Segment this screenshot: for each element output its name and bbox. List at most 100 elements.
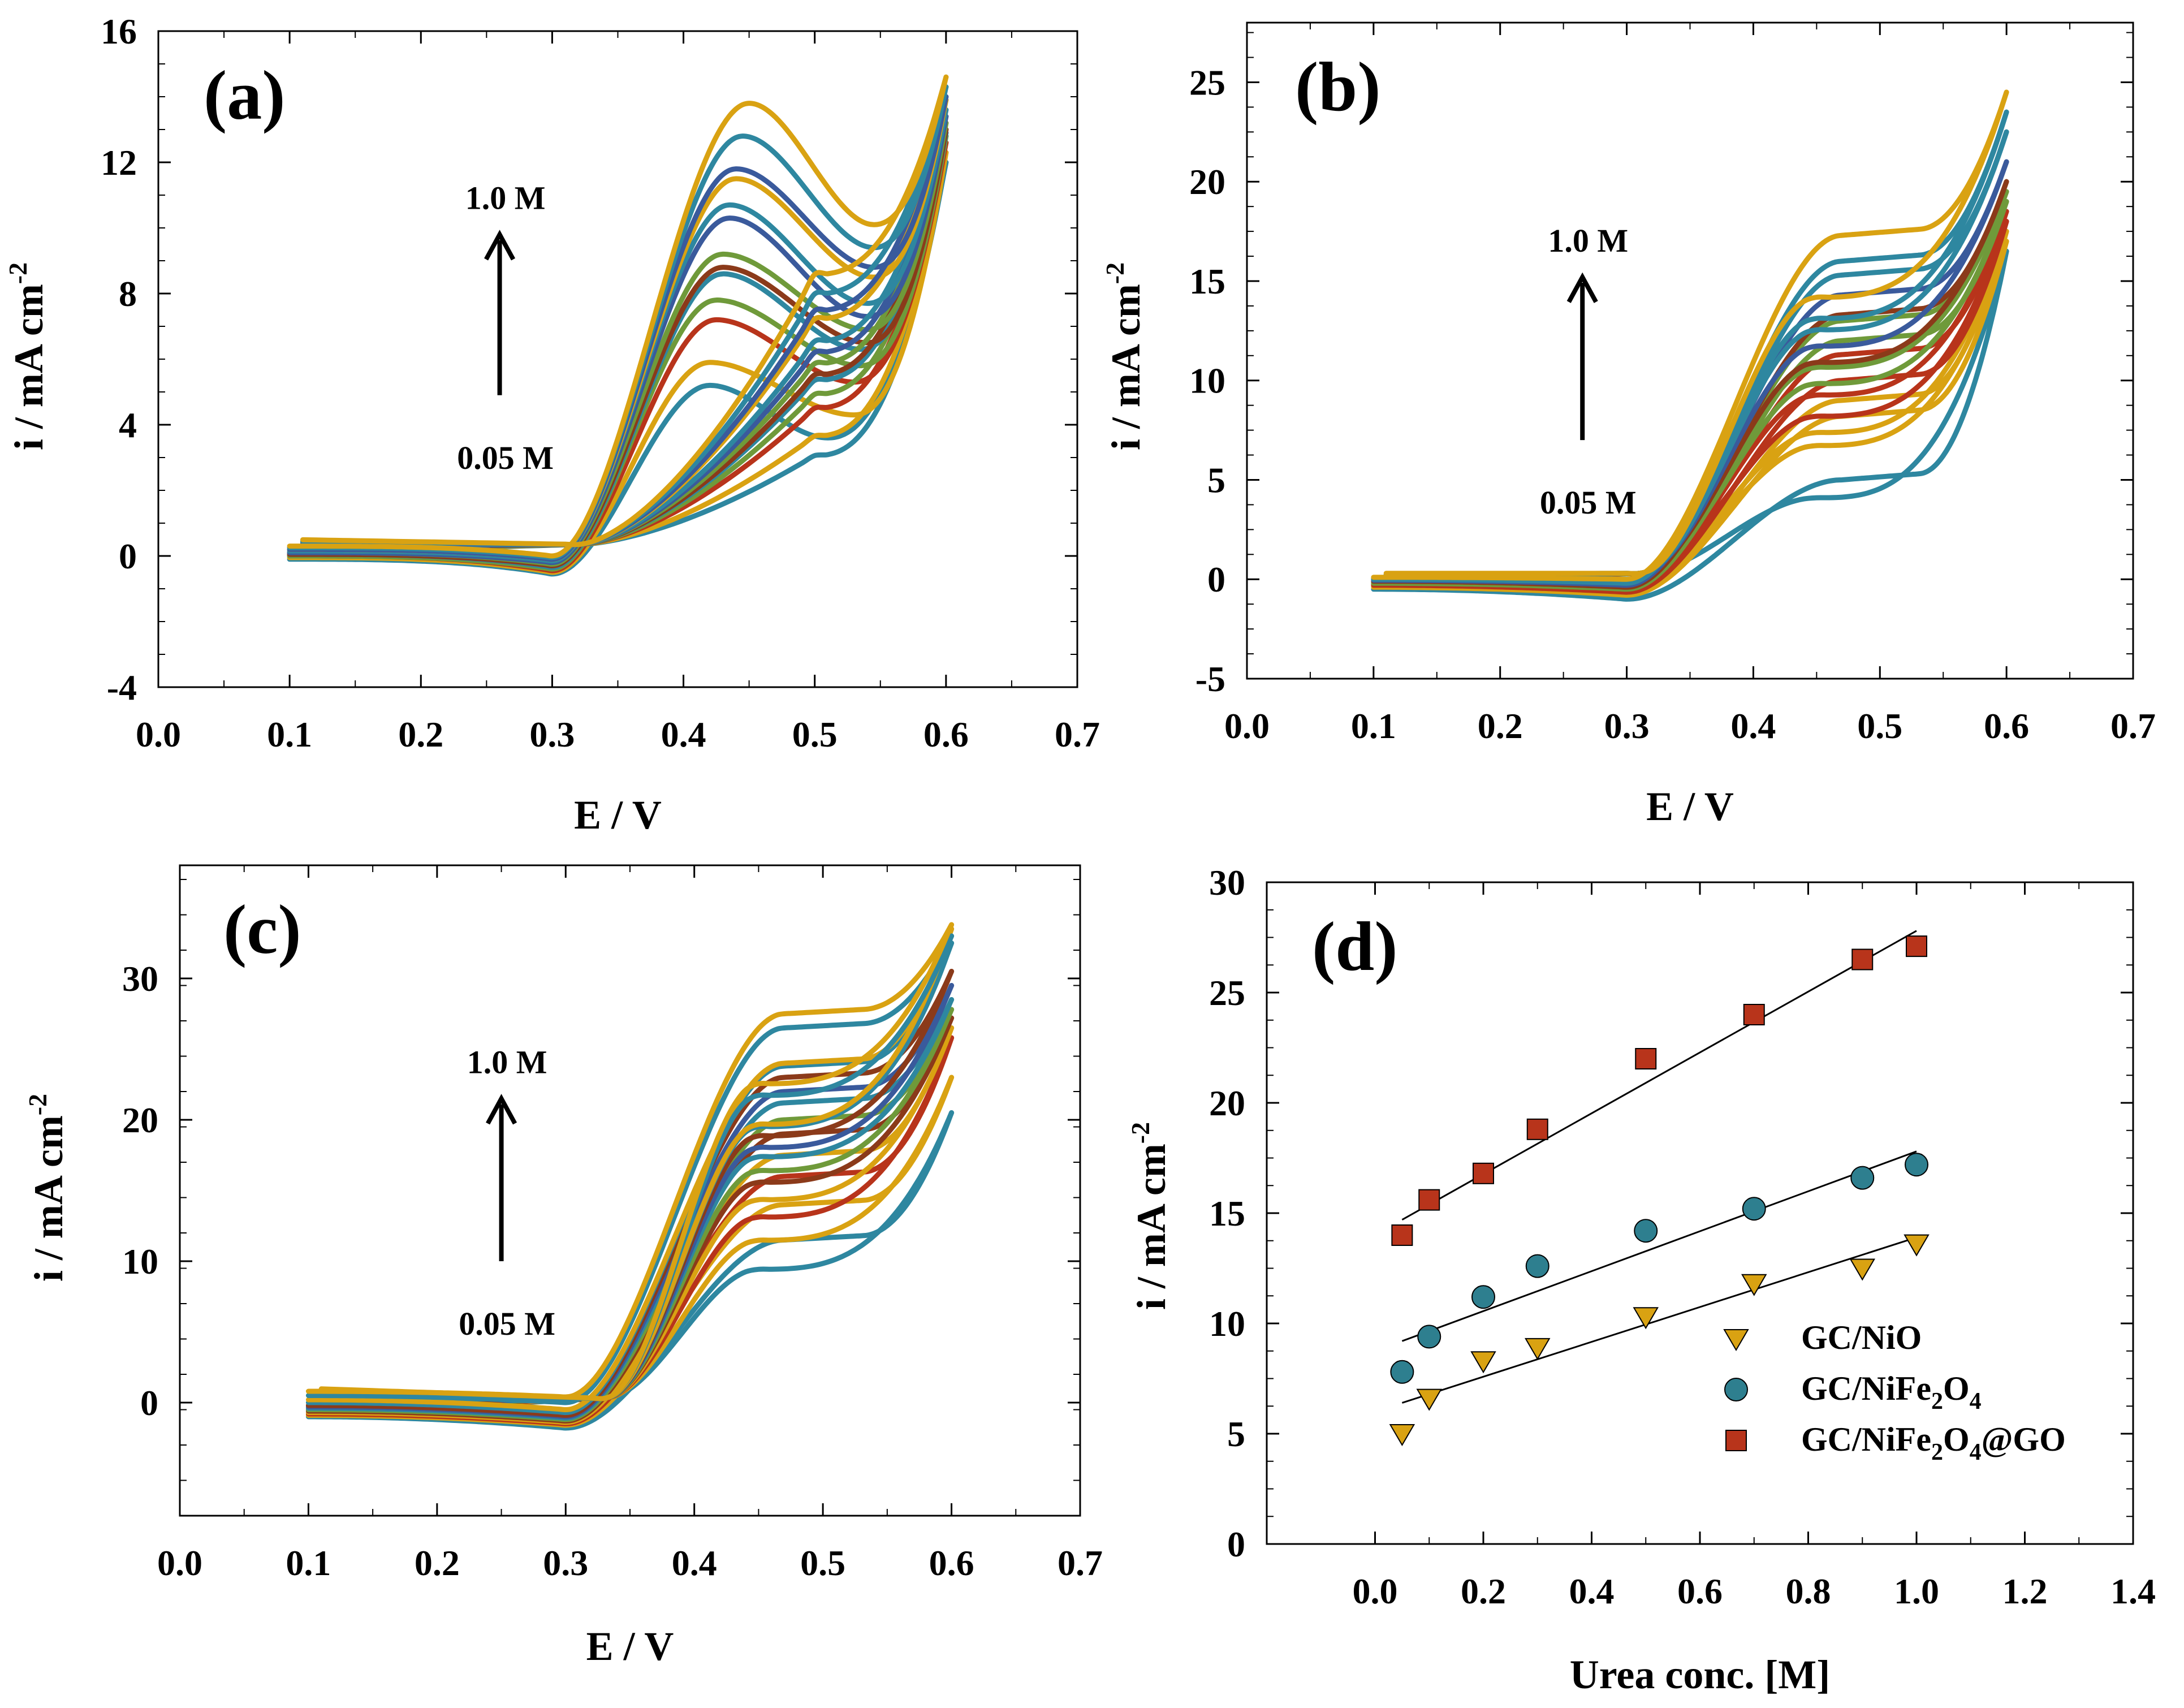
x-tick-label: 0.4 (1730, 706, 1776, 746)
data-point-triangle (1525, 1338, 1551, 1360)
x-tick-label: 0.1 (1351, 706, 1396, 746)
x-tick-label: 0.6 (929, 1543, 974, 1583)
y-tick-label: 10 (1209, 1304, 1245, 1344)
chart-panel-d: 0.0 0.2 0.4 0.6 0.8 1.0 1.2 1.4 0 5 10 15 20 25 30 Urea… (1126, 862, 2156, 1697)
x-axis-label: Urea conc. [M] (1570, 1652, 1830, 1697)
x-tick-label: 0.0 (157, 1543, 202, 1583)
legend-label: GC/NiO (1801, 1319, 1922, 1356)
panel-label: (b) (1295, 48, 1381, 126)
x-tick-label: 0.1 (267, 714, 312, 754)
legend-label-part: 2 (1931, 1439, 1943, 1465)
y-axis-label: i / mA cm-2 (3, 262, 51, 450)
cv-curve-reverse (318, 922, 955, 1401)
fit-line (1401, 1236, 1917, 1404)
data-point-square (1526, 1118, 1548, 1140)
legend-label-part: O (1943, 1370, 1970, 1407)
y-axis-label-sup: -2 (1126, 1122, 1155, 1144)
y-tick-label: 20 (122, 1100, 158, 1140)
x-tick-label: 0.5 (1857, 706, 1902, 746)
y-axis-label-sup: -2 (23, 1094, 52, 1115)
chart-panel-b: 0.0 0.1 0.2 0.3 0.4 0.5 0.6 0.7 -5 0 5 10 15 20 25 E / … (1100, 21, 2156, 829)
x-axis-label: E / V (574, 792, 662, 838)
y-tick-label: 10 (1189, 361, 1225, 401)
legend-label-part: @GO (1982, 1421, 2066, 1458)
y-tick-label: 5 (1207, 460, 1225, 500)
data-point-triangle (1416, 1388, 1442, 1411)
cv-curve-forward (1371, 89, 2009, 582)
y-tick-label: 30 (1209, 862, 1245, 903)
x-tick-label: 0.3 (529, 714, 575, 754)
data-point-square (1418, 1189, 1440, 1211)
data-point-square (1743, 1004, 1765, 1025)
x-axis-label: E / V (1646, 784, 1734, 829)
data-point-circle (1850, 1166, 1875, 1190)
x-tick-label: 0.0 (1353, 1571, 1398, 1611)
x-tick-label: 0.2 (415, 1543, 460, 1583)
curves-group (305, 922, 955, 1431)
panel-label: (d) (1312, 908, 1398, 985)
arrow-top-label: 1.0 M (467, 1044, 547, 1081)
data-point-circle (1417, 1325, 1441, 1349)
y-tick-label: 25 (1189, 62, 1225, 102)
legend-label-text: GC/NiO (1801, 1319, 1922, 1356)
y-axis-label-sup: -2 (3, 262, 32, 284)
y-axis-label: i / mA cm-2 (1100, 262, 1149, 450)
y-axis-label-text: i / mA cm (26, 1115, 71, 1282)
x-tick-label: 1.4 (2110, 1571, 2156, 1611)
data-point-circle (1525, 1254, 1549, 1278)
chart-panel-c: 0.0 0.1 0.2 0.3 0.4 0.5 0.6 0.7 0 10 20 30 E / V i / … (23, 864, 1103, 1669)
x-tick-label: 0.3 (1604, 706, 1650, 746)
data-point-square (1851, 948, 1874, 971)
x-tick-label: 0.4 (1569, 1571, 1615, 1611)
curves-group (1371, 89, 2009, 602)
y-tick-label: 12 (101, 143, 137, 183)
data-point-circle (1905, 1153, 1928, 1177)
data-point-square (1906, 935, 1927, 957)
y-tick-label: 15 (1189, 261, 1225, 301)
data-point-circle (1471, 1285, 1495, 1309)
x-tick-label: 0.2 (398, 714, 443, 754)
x-tick-label: 0.7 (1058, 1543, 1103, 1583)
x-tick-label: 0.4 (672, 1543, 717, 1583)
series-triangle (1389, 1234, 1930, 1446)
y-tick-label: 4 (119, 405, 137, 445)
y-axis-label-text: i / mA cm (1103, 284, 1149, 450)
data-point-square (1391, 1224, 1413, 1246)
y-tick-label: 25 (1209, 973, 1245, 1013)
data-point-triangle (1849, 1258, 1875, 1281)
legend-label-part: O (1943, 1421, 1970, 1458)
data-point-triangle (1470, 1351, 1496, 1374)
y-axis-label-sup: -2 (1100, 262, 1129, 284)
y-axis-label: i / mA cm-2 (1126, 1122, 1174, 1310)
y-tick-label: 15 (1209, 1193, 1245, 1233)
cv-curve-forward (287, 74, 949, 559)
x-tick-label: 0.3 (543, 1543, 588, 1583)
y-tick-label: 16 (101, 11, 137, 51)
legend-label-part: 4 (1970, 1439, 1982, 1465)
data-point-triangle (1389, 1424, 1415, 1446)
data-point-triangle (1741, 1274, 1767, 1296)
y-tick-label: -4 (107, 667, 137, 708)
arrow-up-icon (486, 1094, 517, 1125)
arrow-top-label: 1.0 M (465, 180, 546, 217)
x-tick-label: 0.5 (800, 1543, 845, 1583)
curves-group (287, 74, 949, 577)
arrow-bottom-label: 0.05 M (1540, 484, 1637, 521)
x-tick-label: 1.0 (1894, 1571, 1939, 1611)
cv-curve-reverse (300, 74, 949, 547)
y-tick-label: 5 (1227, 1414, 1245, 1454)
y-tick-label: 0 (1207, 559, 1225, 599)
y-tick-label: 0 (140, 1383, 158, 1423)
x-axis-label: E / V (586, 1624, 674, 1669)
data-point-square (1473, 1162, 1494, 1184)
y-axis-label-text: i / mA cm (6, 284, 51, 450)
data-point-triangle (1904, 1234, 1930, 1257)
panel-label: (a) (204, 57, 286, 134)
series-circle (1390, 1150, 1928, 1384)
data-point-circle (1724, 1378, 1748, 1401)
x-tick-label: 0.7 (2110, 706, 2156, 746)
x-tick-label: 0.6 (1984, 706, 2029, 746)
y-axis-label: i / mA cm-2 (23, 1094, 71, 1282)
legend-label-part: 2 (1931, 1388, 1943, 1414)
y-tick-label: 8 (119, 274, 137, 314)
